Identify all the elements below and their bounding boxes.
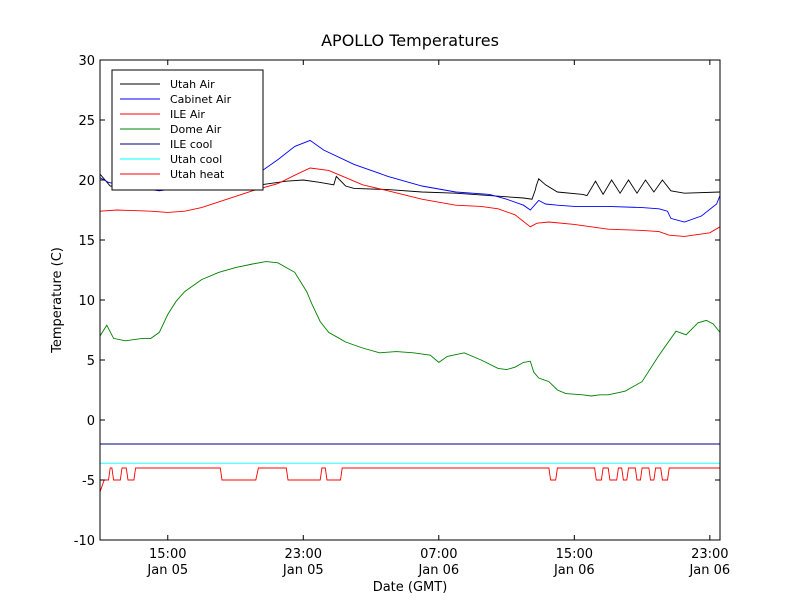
y-tick-label: 20 — [78, 174, 95, 189]
legend-label-utah-heat: Utah heat — [170, 168, 225, 181]
legend-label-utah-air: Utah Air — [170, 78, 215, 91]
y-tick-label: 0 — [87, 414, 95, 429]
y-axis-label: Temperature (C) — [50, 247, 65, 354]
y-tick-label: -10 — [74, 534, 95, 549]
legend-label-ile-cool: ILE cool — [170, 138, 212, 151]
y-tick-label: 10 — [78, 294, 95, 309]
x-tick-date-label: Jan 06 — [417, 563, 459, 578]
x-axis-label: Date (GMT) — [373, 580, 448, 595]
x-tick-date-label: Jan 06 — [553, 563, 595, 578]
legend-label-dome-air: Dome Air — [170, 123, 222, 136]
x-tick-date-label: Jan 06 — [688, 563, 730, 578]
series-line-utah-heat — [100, 467, 720, 493]
x-tick-time-label: 15:00 — [149, 547, 186, 562]
y-tick-label: 30 — [78, 54, 95, 69]
series-line-utah-air — [100, 173, 720, 200]
legend-label-utah-cool: Utah cool — [170, 153, 222, 166]
x-tick-time-label: 23:00 — [285, 547, 322, 562]
x-tick-date-label: Jan 05 — [146, 563, 188, 578]
legend: Utah Air Cabinet Air ILE Air Dome Air ILE co… — [111, 69, 264, 191]
series-line-ile-air — [100, 167, 720, 237]
legend-box — [111, 69, 264, 191]
legend-label-cabinet-air: Cabinet Air — [170, 93, 232, 106]
x-tick-time-label: 23:00 — [691, 547, 728, 562]
y-tick-label: -5 — [82, 474, 95, 489]
x-tick-time-label: 07:00 — [420, 547, 457, 562]
legend-label-ile-air: ILE Air — [170, 108, 205, 121]
y-tick-label: 5 — [87, 354, 95, 369]
y-tick-label: 15 — [78, 234, 95, 249]
x-tick-time-label: 15:00 — [556, 547, 593, 562]
y-axis: -10 -5 0 5 10 15 20 25 30 — [74, 54, 720, 549]
x-tick-date-label: Jan 05 — [282, 563, 324, 578]
series-line-dome-air — [100, 261, 720, 397]
y-tick-label: 25 — [78, 114, 95, 129]
chart-title: APOLLO Temperatures — [321, 31, 499, 50]
